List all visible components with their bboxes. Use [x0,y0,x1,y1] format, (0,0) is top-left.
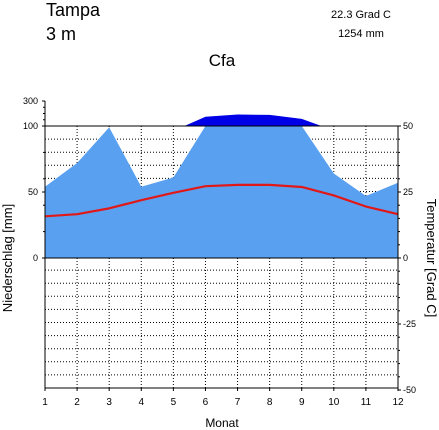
x-tick-label: 2 [74,397,80,408]
station-name: Tampa [46,0,101,20]
annual-precipitation: 1254 mm [338,28,384,40]
left-axis-title: Niederschlag [mm] [0,204,15,312]
left-tick-label: 100 [23,121,38,131]
station-elevation: 3 m [46,24,76,44]
x-tick-label: 6 [203,397,209,408]
left-axis-ticks: 0 50 100 300 [23,96,45,263]
right-axis-ticks: -50 -25 0 25 50 [398,121,416,395]
chart-header: Tampa 3 m 22.3 Grad C 1254 mm Cfa [46,0,391,70]
mean-temperature: 22.3 Grad C [331,9,391,21]
precipitation-excess-area [184,114,322,126]
precipitation-area [45,126,398,258]
x-tick-label: 5 [171,397,177,408]
x-tick-label: 1 [42,397,48,408]
right-tick-label: 25 [403,187,413,197]
left-tick-label: 50 [28,187,38,197]
plot-frame [44,125,399,389]
x-tick-label: 3 [106,397,112,408]
left-tick-label: 300 [23,96,38,106]
x-axis-ticks: 1 2 3 4 5 6 7 8 9 10 11 12 [42,388,404,408]
right-tick-label: -25 [403,319,416,329]
x-tick-label: 12 [392,397,404,408]
x-tick-label: 11 [361,397,372,408]
x-tick-label: 7 [235,397,241,408]
right-tick-label: 0 [403,253,408,263]
chart-title: Cfa [209,51,236,70]
temperature-line [44,183,399,218]
x-tick-label: 4 [138,397,144,408]
x-tick-label: 10 [328,397,340,408]
right-axis-title: Temperatur [Grad C] [424,199,439,318]
left-tick-label: 0 [33,253,38,263]
right-tick-label: -50 [403,385,416,395]
right-tick-label: 50 [403,121,413,131]
x-tick-label: 9 [299,397,305,408]
x-tick-label: 8 [267,397,273,408]
x-axis-title: Monat [205,416,239,430]
